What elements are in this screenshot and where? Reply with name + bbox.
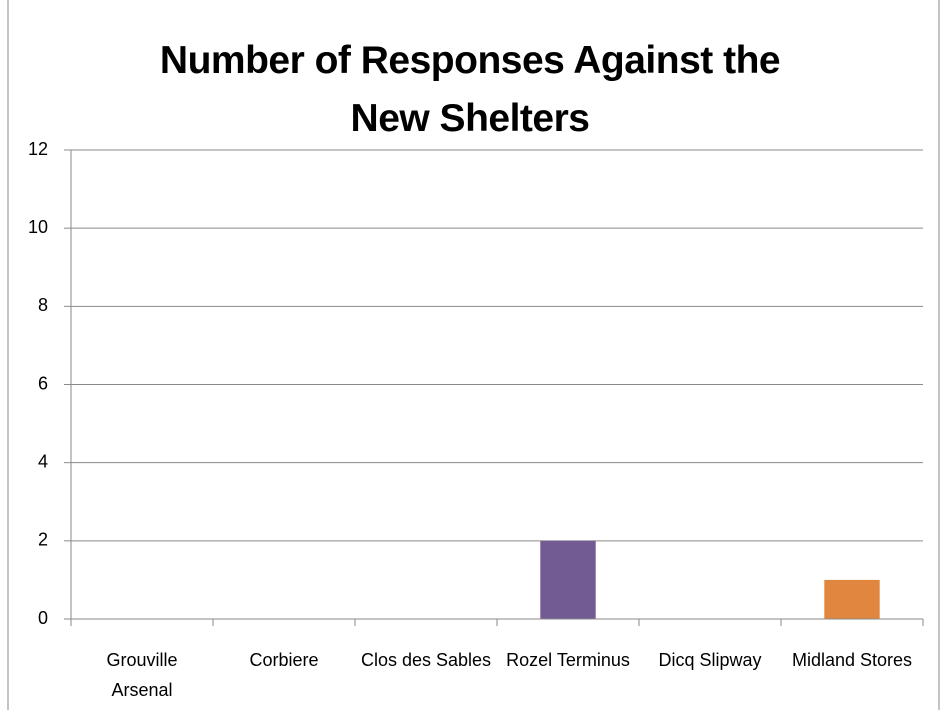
chart-frame (7, 0, 940, 710)
y-tick-label: 0 (38, 608, 48, 628)
bar (824, 579, 880, 619)
chart-title: Number of Responses Against the New Shel… (159, 39, 781, 140)
y-tick-label: 6 (38, 373, 48, 393)
x-tick-label: Grouville Arsenal (106, 650, 178, 700)
x-tick-label: Clos des Sables (360, 650, 492, 670)
y-tick-label: 12 (28, 139, 48, 159)
bar (540, 540, 596, 619)
y-tick-label: 2 (38, 530, 48, 550)
y-tick-label: 10 (28, 217, 48, 237)
y-tick-label: 8 (38, 295, 48, 315)
x-tick-label: Rozel Terminus (506, 650, 630, 670)
x-tick-label: Dicq Slipway (658, 650, 762, 670)
x-tick-label: Corbiere (249, 650, 319, 670)
x-tick-label: Midland Stores (791, 650, 913, 670)
y-tick-label: 4 (38, 451, 48, 471)
